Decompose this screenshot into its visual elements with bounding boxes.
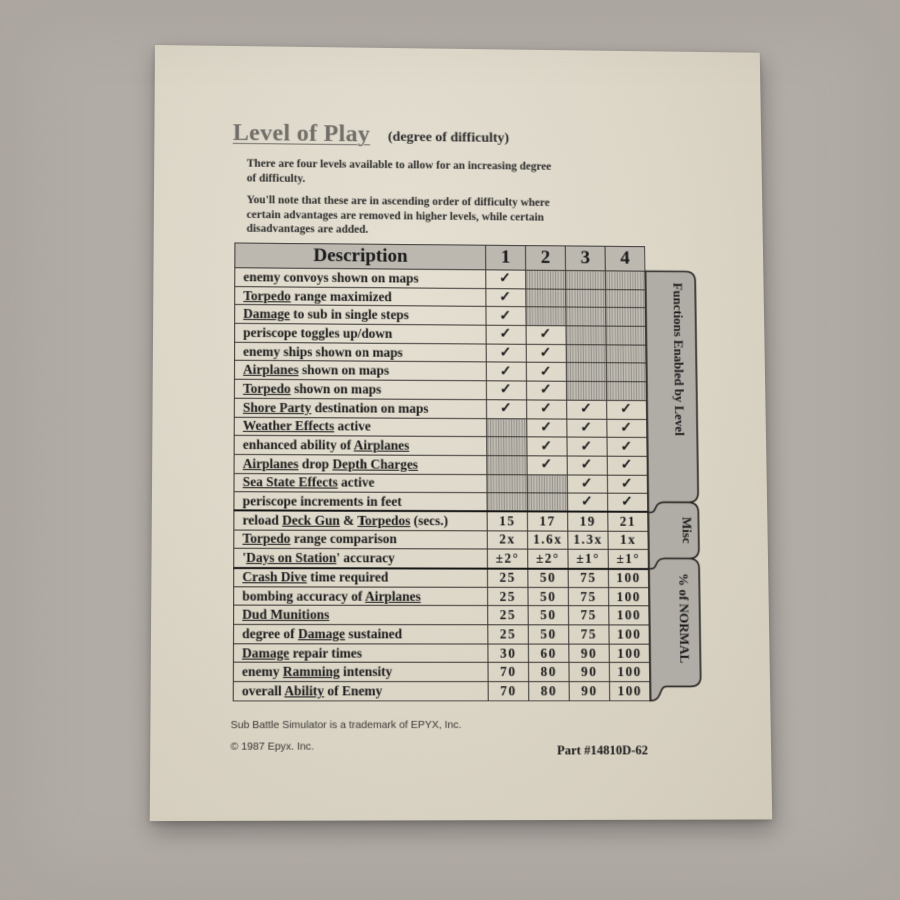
svg-text:% of NORMAL: % of NORMAL — [676, 573, 692, 664]
svg-text:Functions Enabled by Level: Functions Enabled by Level — [670, 283, 687, 437]
svg-text:Misc: Misc — [679, 517, 694, 544]
